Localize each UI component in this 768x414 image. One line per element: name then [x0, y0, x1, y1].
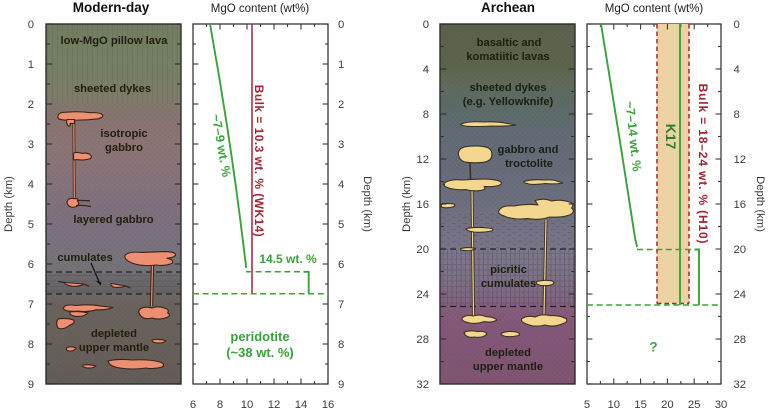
svg-text:4: 4 [423, 64, 429, 76]
svg-text:(~38 wt. %): (~38 wt. %) [226, 345, 294, 360]
svg-text:8: 8 [423, 109, 429, 121]
svg-text:4: 4 [338, 179, 344, 191]
svg-text:upper mantle: upper mantle [79, 342, 149, 354]
svg-text:cumulates: cumulates [57, 252, 112, 264]
svg-text:28: 28 [416, 334, 429, 346]
svg-text:12: 12 [268, 399, 281, 411]
svg-text:0: 0 [423, 19, 429, 31]
svg-text:3: 3 [28, 139, 34, 151]
svg-text:layered gabbro: layered gabbro [73, 214, 153, 226]
svg-text:2: 2 [338, 99, 344, 111]
svg-text:MgO content (wt%): MgO content (wt%) [211, 3, 310, 15]
svg-text:10: 10 [608, 399, 621, 411]
svg-text:5: 5 [28, 219, 34, 231]
svg-text:isotropic: isotropic [100, 128, 147, 140]
svg-text:Depth (km): Depth (km) [401, 176, 413, 232]
svg-text:0: 0 [338, 19, 344, 31]
svg-text:25: 25 [688, 399, 701, 411]
svg-text:16: 16 [734, 199, 747, 211]
svg-text:6: 6 [190, 399, 196, 411]
svg-text:0: 0 [28, 19, 34, 31]
svg-text:?: ? [649, 340, 657, 355]
svg-text:Bulk = 10.3 wt. % (WK14): Bulk = 10.3 wt. % (WK14) [252, 85, 266, 238]
svg-text:sheeted dykes: sheeted dykes [469, 82, 546, 94]
svg-text:8: 8 [734, 109, 740, 121]
svg-text:MgO content (wt%): MgO content (wt%) [605, 3, 704, 15]
svg-text:10: 10 [241, 399, 254, 411]
svg-text:30: 30 [715, 399, 728, 411]
svg-text:K17: K17 [663, 124, 679, 150]
svg-text:8: 8 [338, 339, 344, 351]
svg-text:7: 7 [338, 299, 344, 311]
svg-text:4: 4 [734, 64, 740, 76]
svg-text:24: 24 [416, 289, 429, 301]
svg-text:low-MgO pillow lava: low-MgO pillow lava [61, 35, 169, 47]
svg-text:gabbro: gabbro [105, 142, 143, 154]
svg-text:1: 1 [28, 59, 34, 71]
svg-text:sheeted dykes: sheeted dykes [74, 83, 151, 95]
svg-text:basaltic and: basaltic and [477, 37, 542, 49]
svg-text:gabbro and: gabbro and [498, 144, 559, 156]
svg-text:3: 3 [338, 139, 344, 151]
svg-text:16: 16 [416, 199, 429, 211]
svg-text:14: 14 [295, 399, 308, 411]
svg-text:depleted: depleted [91, 328, 137, 340]
svg-text:20: 20 [734, 244, 747, 256]
svg-text:picritic: picritic [490, 264, 527, 276]
svg-text:Depth (km): Depth (km) [3, 176, 15, 232]
svg-text:16: 16 [322, 399, 335, 411]
svg-text:9: 9 [28, 379, 34, 391]
svg-text:upper mantle: upper mantle [473, 361, 543, 373]
svg-text:15: 15 [634, 399, 647, 411]
svg-text:6: 6 [338, 259, 344, 271]
svg-text:32: 32 [416, 379, 429, 391]
svg-text:12: 12 [416, 154, 429, 166]
svg-text:32: 32 [734, 379, 747, 391]
svg-text:6: 6 [28, 259, 34, 271]
svg-text:Modern-day: Modern-day [73, 0, 150, 15]
svg-text:7: 7 [28, 299, 34, 311]
svg-text:Bulk = 18–24 wt. % (H10): Bulk = 18–24 wt. % (H10) [696, 84, 710, 245]
svg-text:8: 8 [28, 339, 34, 351]
svg-text:Depth (km): Depth (km) [754, 176, 766, 232]
svg-text:Archean: Archean [481, 0, 535, 15]
svg-text:24: 24 [734, 289, 747, 301]
svg-text:2: 2 [28, 99, 34, 111]
svg-text:8: 8 [217, 399, 223, 411]
svg-text:(e.g. Yellowknife): (e.g. Yellowknife) [463, 96, 554, 108]
svg-text:1: 1 [338, 59, 344, 71]
svg-text:12: 12 [734, 154, 747, 166]
svg-text:cumulates: cumulates [481, 278, 536, 290]
svg-text:0: 0 [734, 19, 740, 31]
svg-text:4: 4 [28, 179, 34, 191]
svg-text:Depth (km): Depth (km) [361, 176, 373, 232]
svg-text:20: 20 [661, 399, 674, 411]
svg-text:9: 9 [338, 379, 344, 391]
svg-text:28: 28 [734, 334, 747, 346]
svg-text:14.5 wt. %: 14.5 wt. % [259, 252, 317, 266]
svg-text:20: 20 [416, 244, 429, 256]
svg-text:peridotite: peridotite [230, 329, 289, 344]
svg-text:5: 5 [584, 399, 590, 411]
svg-text:5: 5 [338, 219, 344, 231]
svg-text:komatiitic lavas: komatiitic lavas [466, 51, 549, 63]
svg-text:depleted: depleted [485, 347, 531, 359]
svg-text:troctolite: troctolite [505, 158, 553, 170]
